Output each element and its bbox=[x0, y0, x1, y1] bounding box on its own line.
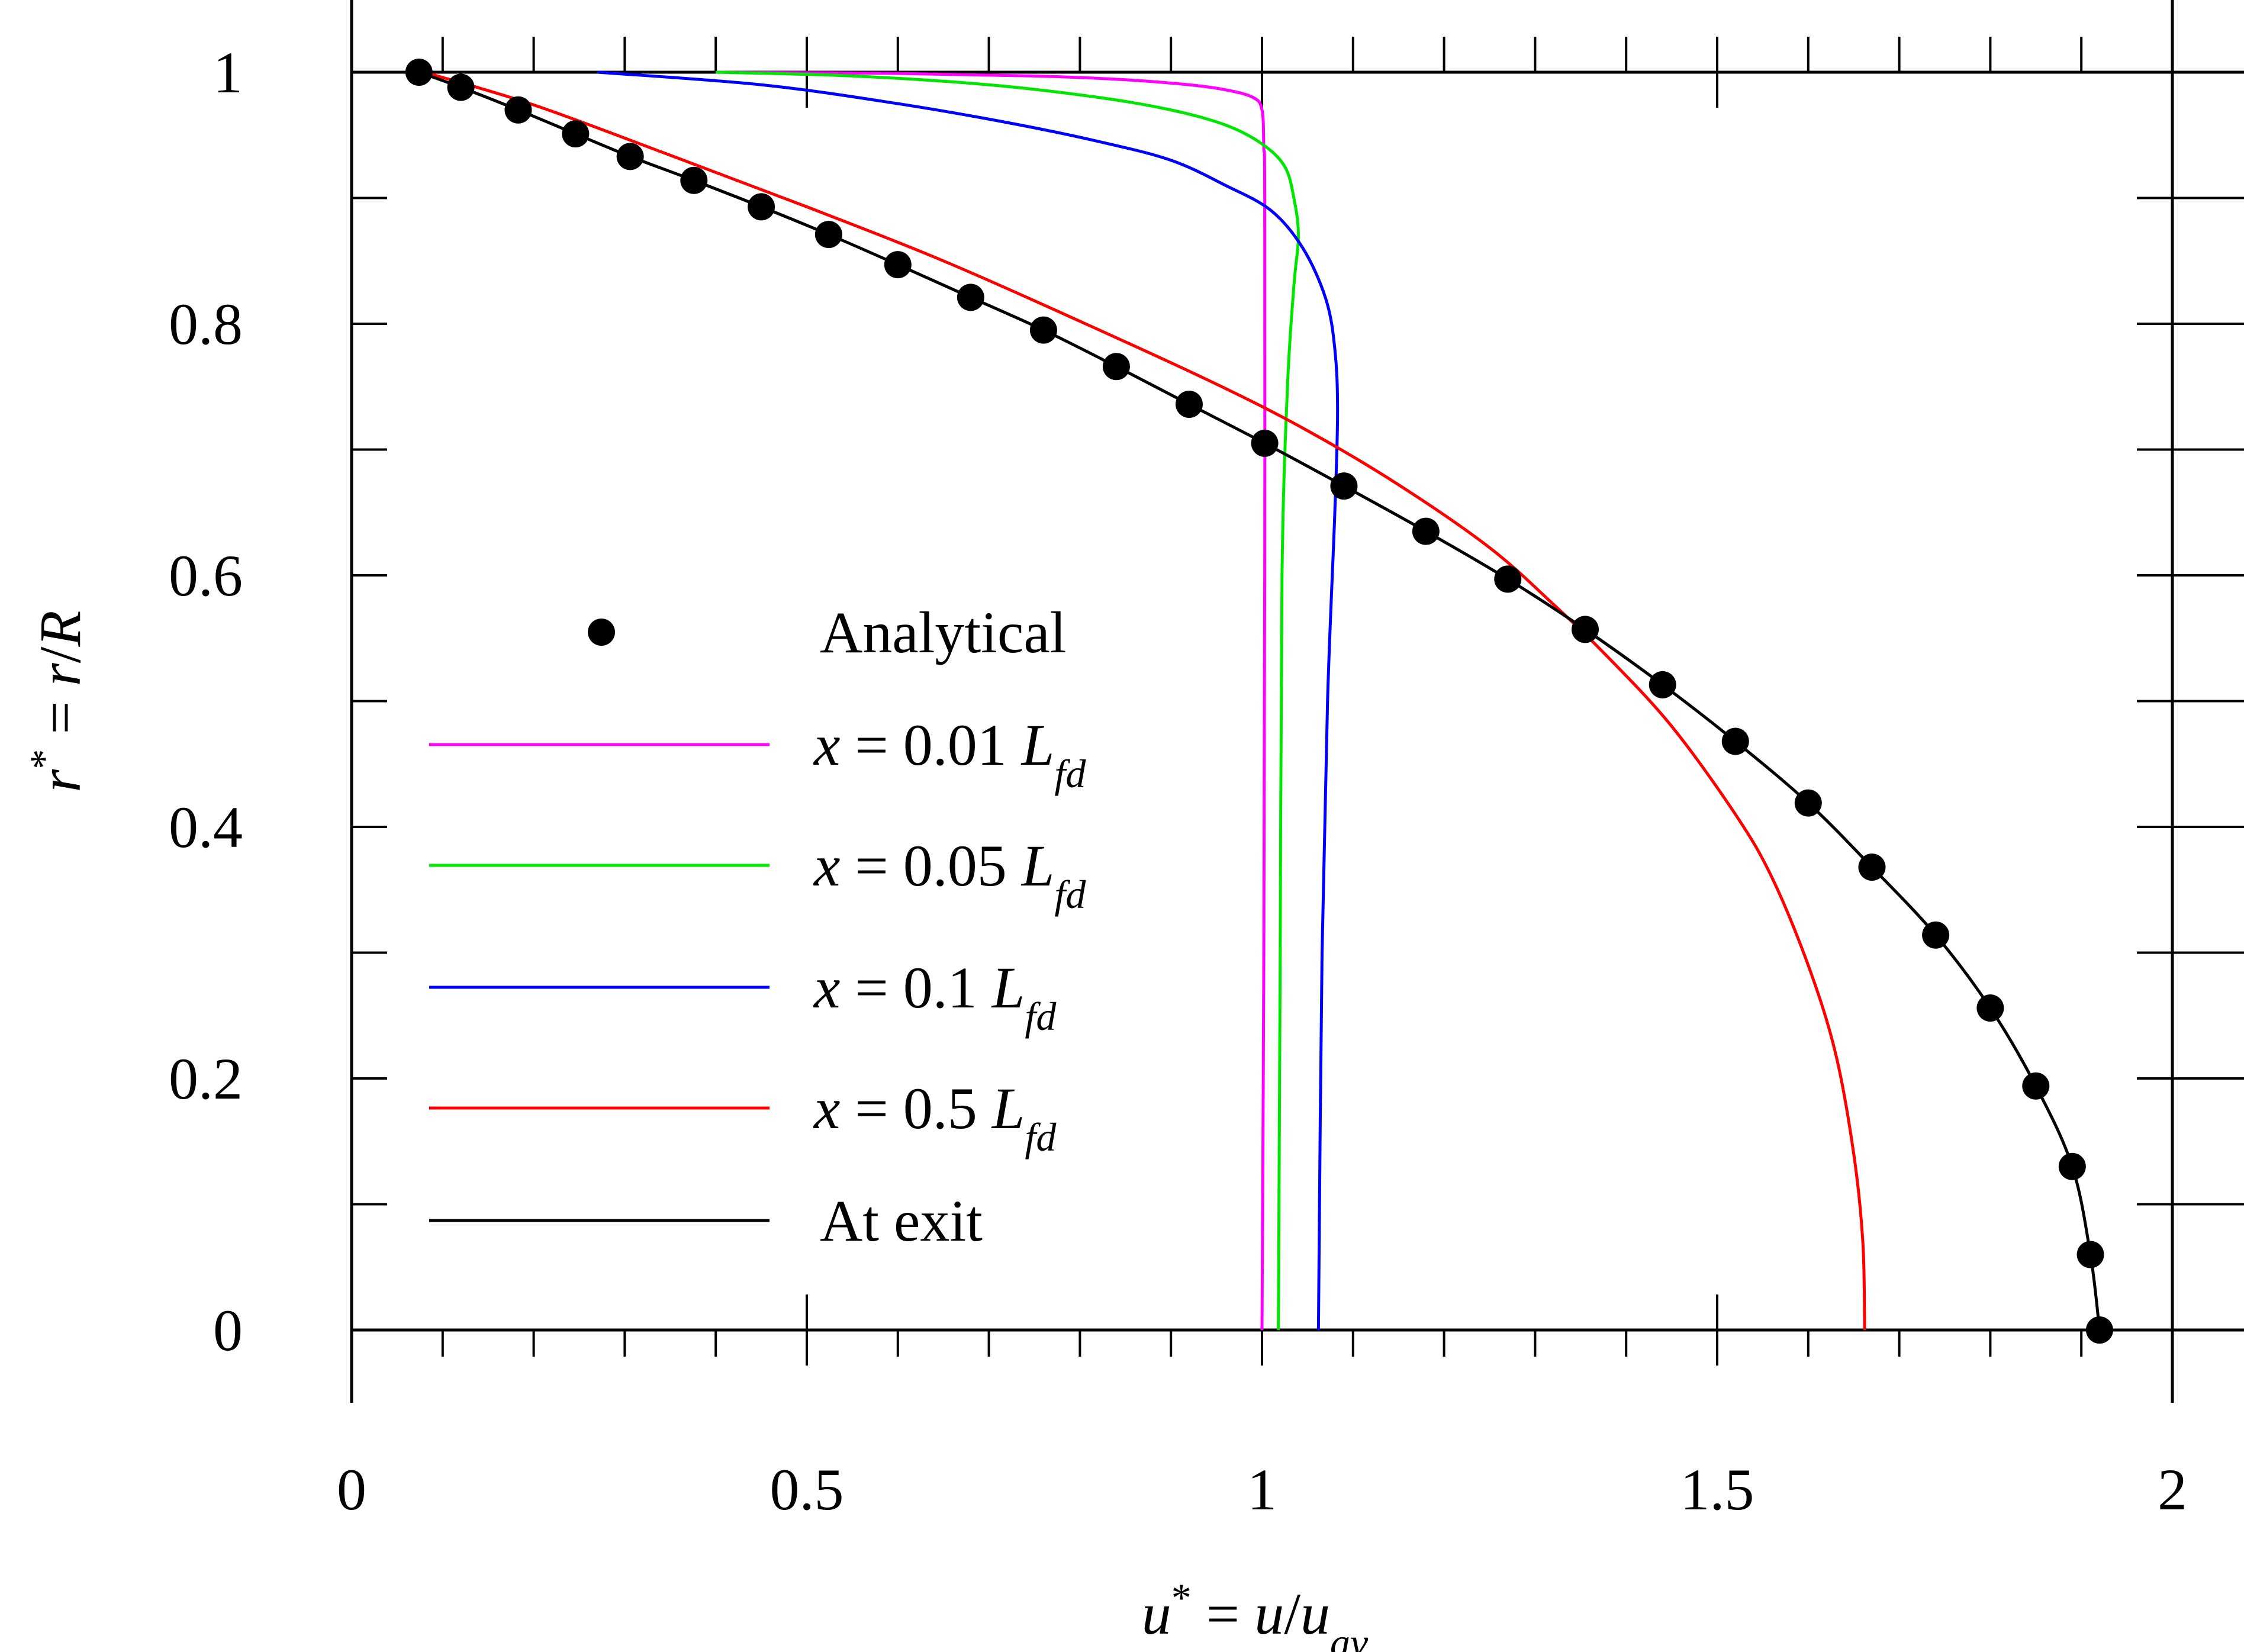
x-title-var2: u bbox=[1300, 1581, 1330, 1647]
analytical-point bbox=[616, 143, 644, 170]
analytical-point bbox=[1976, 994, 2004, 1022]
y-title-var2: R bbox=[27, 610, 93, 647]
y-title-main: r bbox=[27, 769, 93, 793]
y-tick-label: 0.4 bbox=[169, 794, 243, 860]
legend-x05-mid: = 0.5 bbox=[840, 1075, 991, 1141]
analytical-point bbox=[1175, 391, 1203, 418]
analytical-point bbox=[680, 166, 708, 194]
y-axis-title: r* = r/R bbox=[21, 610, 93, 792]
analytical-point bbox=[504, 96, 532, 124]
legend-x005-var: L bbox=[1020, 833, 1055, 899]
analytical-point bbox=[2085, 1316, 2113, 1344]
legend-x05-sub: fd bbox=[1025, 1115, 1057, 1160]
legend-label-x005: x = 0.05 Lfd bbox=[813, 833, 1086, 917]
legend-x05-prefix: x bbox=[813, 1075, 840, 1141]
analytical-point bbox=[814, 221, 842, 249]
legend-label-x05: x = 0.5 Lfd bbox=[813, 1075, 1057, 1160]
analytical-point bbox=[1494, 565, 1522, 593]
analytical-point bbox=[405, 59, 433, 86]
x-tick-label: 0 bbox=[337, 1457, 366, 1522]
legend-x001-mid: = 0.01 bbox=[840, 712, 1021, 778]
legend-x05-var: L bbox=[991, 1075, 1025, 1141]
analytical-point bbox=[1649, 671, 1676, 698]
x-title-var: u bbox=[1254, 1581, 1284, 1647]
legend-x01-var: L bbox=[991, 955, 1025, 1020]
y-title-var: r bbox=[27, 662, 93, 686]
analytical-point bbox=[447, 73, 475, 101]
legend-x01-mid: = 0.1 bbox=[840, 955, 991, 1020]
legend-marker-analytical bbox=[588, 619, 615, 646]
legend-label-x01: x = 0.1 Lfd bbox=[813, 955, 1057, 1039]
axes-group bbox=[350, 0, 2244, 1403]
x-title-slash: / bbox=[1284, 1581, 1300, 1647]
series-line-0 bbox=[716, 70, 1267, 1331]
x-tick-label: 1.5 bbox=[1680, 1457, 1754, 1522]
legend-label-analytical: Analytical bbox=[820, 600, 1067, 665]
y-tick-label: 0.6 bbox=[169, 543, 243, 608]
analytical-point bbox=[1251, 429, 1279, 457]
x-tick-label: 0.5 bbox=[770, 1457, 844, 1522]
legend-x005-prefix: x bbox=[813, 833, 840, 899]
analytical-point bbox=[1571, 616, 1599, 643]
legend-x005-sub: fd bbox=[1054, 872, 1086, 917]
legend-label-exit: At exit bbox=[820, 1188, 983, 1254]
analytical-point bbox=[2022, 1072, 2050, 1100]
series-line-3 bbox=[424, 70, 1866, 1331]
analytical-point bbox=[748, 193, 775, 221]
series-group bbox=[418, 70, 2101, 1331]
analytical-point bbox=[1858, 854, 1886, 881]
analytical-point bbox=[1922, 921, 1950, 949]
series-line-1 bbox=[716, 70, 1300, 1331]
y-tick-label: 0.8 bbox=[169, 291, 243, 357]
analytical-point bbox=[2076, 1241, 2104, 1268]
x-tick-label: 1 bbox=[1247, 1457, 1277, 1522]
analytical-points-group bbox=[405, 59, 2113, 1344]
legend-x005-mid: = 0.05 bbox=[840, 833, 1021, 899]
analytical-point bbox=[1412, 517, 1440, 545]
analytical-point bbox=[957, 284, 984, 311]
y-tick-label: 0 bbox=[213, 1297, 243, 1363]
y-tick-label: 1 bbox=[213, 40, 243, 105]
x-title-main: u bbox=[1142, 1581, 1171, 1647]
x-tick-label: 2 bbox=[2158, 1457, 2187, 1522]
x-axis-title: u* = u/uav bbox=[1142, 1575, 1369, 1652]
analytical-point bbox=[1721, 727, 1749, 755]
analytical-point bbox=[1794, 789, 1822, 817]
y-title-sup: * bbox=[21, 749, 66, 769]
x-title-mid: = bbox=[1192, 1581, 1254, 1647]
tick-labels-group: 0 0.5 1 1.5 2 0 0.2 0.4 0.6 0.8 1 bbox=[169, 40, 2187, 1522]
analytical-point bbox=[884, 251, 912, 279]
y-title-mid: = bbox=[27, 686, 93, 749]
legend-x01-sub: fd bbox=[1025, 994, 1057, 1039]
legend-x01-prefix: x bbox=[813, 955, 840, 1020]
legend-x001-var: L bbox=[1020, 712, 1055, 778]
analytical-point bbox=[562, 120, 590, 148]
legend-x001-prefix: x bbox=[813, 712, 840, 778]
legend-x001-sub: fd bbox=[1054, 751, 1086, 796]
legend-label-x001: x = 0.01 Lfd bbox=[813, 712, 1086, 796]
analytical-point bbox=[1330, 472, 1358, 500]
x-title-sub: av bbox=[1330, 1620, 1369, 1652]
y-tick-label: 0.2 bbox=[169, 1046, 243, 1112]
series-line-2 bbox=[597, 70, 1340, 1331]
analytical-point bbox=[2058, 1152, 2086, 1180]
analytical-point bbox=[1029, 316, 1057, 344]
y-title-slash: / bbox=[27, 646, 93, 663]
x-title-sup: * bbox=[1171, 1575, 1192, 1620]
legend: Analytical x = 0.01 Lfd x = 0.05 Lfd x =… bbox=[429, 600, 1086, 1254]
analytical-point bbox=[1102, 353, 1130, 381]
